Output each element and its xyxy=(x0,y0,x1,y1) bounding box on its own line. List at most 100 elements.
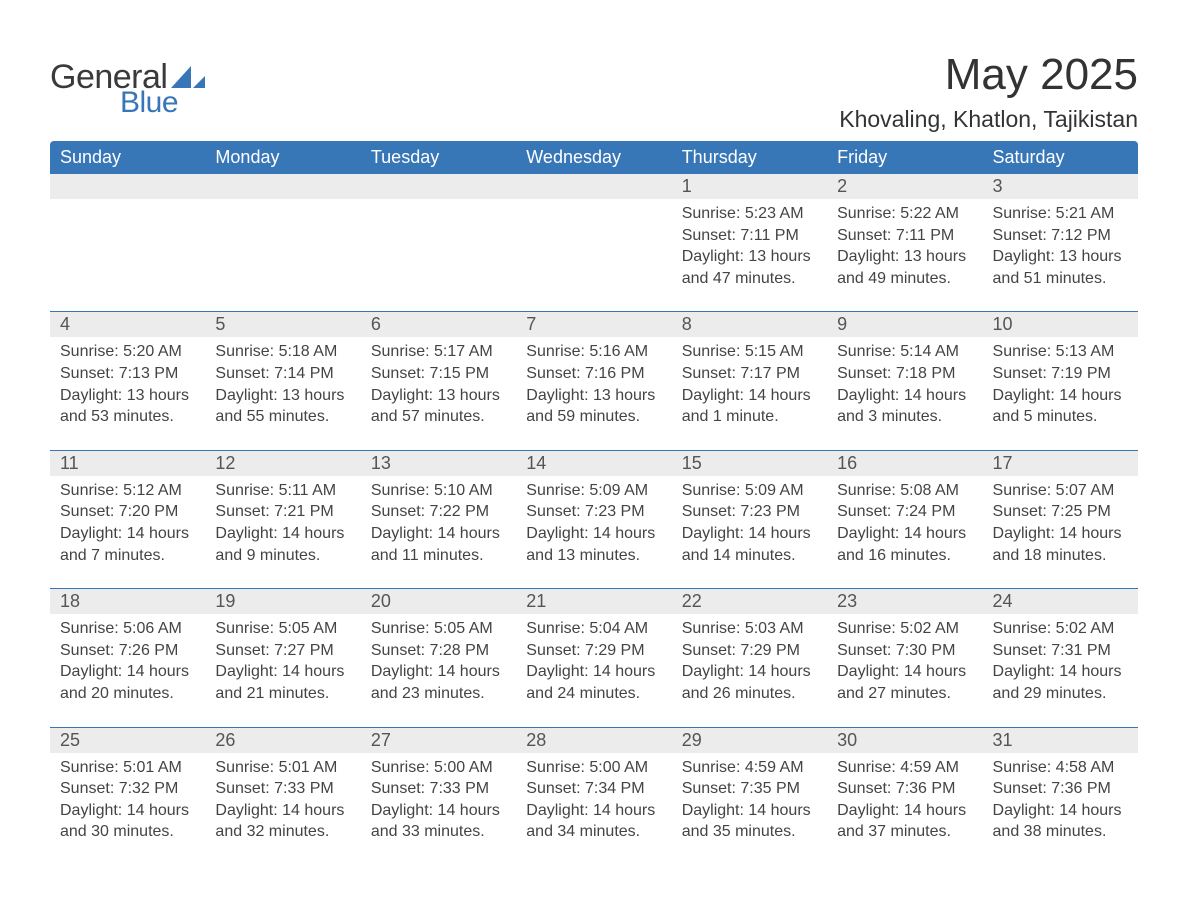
page-title: May 2025 xyxy=(839,50,1138,100)
sunrise-value: 5:01 AM xyxy=(279,759,338,776)
daylight: Daylight: 14 hours and 1 minute. xyxy=(682,385,817,428)
sunrise-label: Sunrise: xyxy=(215,620,278,637)
sunrise: Sunrise: 4:59 AM xyxy=(837,757,972,779)
sunrise: Sunrise: 5:08 AM xyxy=(837,480,972,502)
sunrise-label: Sunrise: xyxy=(371,620,434,637)
daylight-label: Daylight: xyxy=(993,802,1060,819)
day-number: 17 xyxy=(983,451,1138,476)
empty-cell xyxy=(205,174,360,199)
sunset: Sunset: 7:18 PM xyxy=(837,363,972,385)
daylight: Daylight: 14 hours and 35 minutes. xyxy=(682,800,817,843)
sunset-label: Sunset: xyxy=(837,780,896,797)
day-cell: Sunrise: 5:16 AMSunset: 7:16 PMDaylight:… xyxy=(516,337,671,450)
sunset: Sunset: 7:28 PM xyxy=(371,640,506,662)
sunrise-label: Sunrise: xyxy=(993,620,1056,637)
sunrise: Sunrise: 5:04 AM xyxy=(526,618,661,640)
sunset: Sunset: 7:29 PM xyxy=(682,640,817,662)
day-number: 8 xyxy=(672,312,827,337)
sunrise: Sunrise: 5:20 AM xyxy=(60,341,195,363)
day-cell: Sunrise: 5:15 AMSunset: 7:17 PMDaylight:… xyxy=(672,337,827,450)
weekday-header: Sunday xyxy=(50,141,205,174)
day-number: 16 xyxy=(827,451,982,476)
empty-cell xyxy=(50,174,205,199)
day-cell: Sunrise: 5:06 AMSunset: 7:26 PMDaylight:… xyxy=(50,614,205,727)
daylight-label: Daylight: xyxy=(215,802,282,819)
brand-logo: General Blue xyxy=(50,50,205,118)
day-cell: Sunrise: 5:12 AMSunset: 7:20 PMDaylight:… xyxy=(50,476,205,589)
sunrise-value: 5:14 AM xyxy=(900,343,959,360)
sunset-value: 7:32 PM xyxy=(119,780,179,797)
daylight-label: Daylight: xyxy=(215,387,282,404)
sunset: Sunset: 7:23 PM xyxy=(682,501,817,523)
day-number: 15 xyxy=(672,451,827,476)
sunrise: Sunrise: 5:15 AM xyxy=(682,341,817,363)
sunrise-label: Sunrise: xyxy=(837,759,900,776)
sunrise-value: 5:08 AM xyxy=(900,482,959,499)
daylight-label: Daylight: xyxy=(60,802,127,819)
sunset: Sunset: 7:15 PM xyxy=(371,363,506,385)
day-number: 27 xyxy=(361,728,516,753)
daylight: Daylight: 14 hours and 29 minutes. xyxy=(993,661,1128,704)
sunset: Sunset: 7:27 PM xyxy=(215,640,350,662)
day-number-row: 18192021222324 xyxy=(50,589,1138,614)
weekday-header: Tuesday xyxy=(361,141,516,174)
day-cell: Sunrise: 4:59 AMSunset: 7:36 PMDaylight:… xyxy=(827,753,982,865)
day-cell: Sunrise: 5:01 AMSunset: 7:32 PMDaylight:… xyxy=(50,753,205,865)
sunset: Sunset: 7:33 PM xyxy=(215,778,350,800)
sunrise-label: Sunrise: xyxy=(993,759,1056,776)
sunrise: Sunrise: 5:23 AM xyxy=(682,203,817,225)
day-cell: Sunrise: 5:00 AMSunset: 7:34 PMDaylight:… xyxy=(516,753,671,865)
day-cell: Sunrise: 4:58 AMSunset: 7:36 PMDaylight:… xyxy=(983,753,1138,865)
sunset-label: Sunset: xyxy=(682,365,741,382)
daylight: Daylight: 13 hours and 47 minutes. xyxy=(682,246,817,289)
daylight: Daylight: 14 hours and 32 minutes. xyxy=(215,800,350,843)
sunrise-label: Sunrise: xyxy=(837,205,900,222)
sunset-label: Sunset: xyxy=(837,365,896,382)
sunset-value: 7:17 PM xyxy=(740,365,800,382)
sunrise-label: Sunrise: xyxy=(371,482,434,499)
sunrise: Sunrise: 5:09 AM xyxy=(526,480,661,502)
sunset-value: 7:28 PM xyxy=(430,642,490,659)
day-number-row: 123 xyxy=(50,174,1138,199)
sunrise-label: Sunrise: xyxy=(526,620,589,637)
sunrise-value: 4:59 AM xyxy=(745,759,804,776)
sail-icon xyxy=(171,66,205,88)
daylight: Daylight: 14 hours and 24 minutes. xyxy=(526,661,661,704)
daylight-label: Daylight: xyxy=(60,387,127,404)
sunset: Sunset: 7:13 PM xyxy=(60,363,195,385)
day-cell: Sunrise: 5:17 AMSunset: 7:15 PMDaylight:… xyxy=(361,337,516,450)
sunset-label: Sunset: xyxy=(993,780,1052,797)
sunset: Sunset: 7:35 PM xyxy=(682,778,817,800)
day-number: 31 xyxy=(983,728,1138,753)
sunrise-value: 5:18 AM xyxy=(279,343,338,360)
sunset-label: Sunset: xyxy=(682,503,741,520)
sunrise-label: Sunrise: xyxy=(60,759,123,776)
sunrise-label: Sunrise: xyxy=(60,343,123,360)
day-number: 1 xyxy=(672,174,827,199)
daylight-label: Daylight: xyxy=(371,387,438,404)
sunrise: Sunrise: 5:16 AM xyxy=(526,341,661,363)
sunrise: Sunrise: 4:58 AM xyxy=(993,757,1128,779)
sunset-value: 7:21 PM xyxy=(274,503,334,520)
daylight: Daylight: 13 hours and 57 minutes. xyxy=(371,385,506,428)
sunrise-label: Sunrise: xyxy=(993,343,1056,360)
sunrise: Sunrise: 5:01 AM xyxy=(215,757,350,779)
day-number: 18 xyxy=(50,589,205,614)
sunrise-label: Sunrise: xyxy=(60,482,123,499)
sunset-label: Sunset: xyxy=(526,503,585,520)
sunset: Sunset: 7:17 PM xyxy=(682,363,817,385)
day-number: 24 xyxy=(983,589,1138,614)
sunset-value: 7:24 PM xyxy=(896,503,956,520)
sunset-value: 7:26 PM xyxy=(119,642,179,659)
daylight: Daylight: 13 hours and 53 minutes. xyxy=(60,385,195,428)
daylight-label: Daylight: xyxy=(837,525,904,542)
daylight: Daylight: 14 hours and 13 minutes. xyxy=(526,523,661,566)
day-detail-row: Sunrise: 5:12 AMSunset: 7:20 PMDaylight:… xyxy=(50,476,1138,589)
day-cell: Sunrise: 5:01 AMSunset: 7:33 PMDaylight:… xyxy=(205,753,360,865)
daylight-label: Daylight: xyxy=(682,663,749,680)
sunrise-value: 5:17 AM xyxy=(434,343,493,360)
sunset-value: 7:14 PM xyxy=(274,365,334,382)
sunset-value: 7:36 PM xyxy=(896,780,956,797)
daylight-label: Daylight: xyxy=(682,802,749,819)
sunset-value: 7:30 PM xyxy=(896,642,956,659)
